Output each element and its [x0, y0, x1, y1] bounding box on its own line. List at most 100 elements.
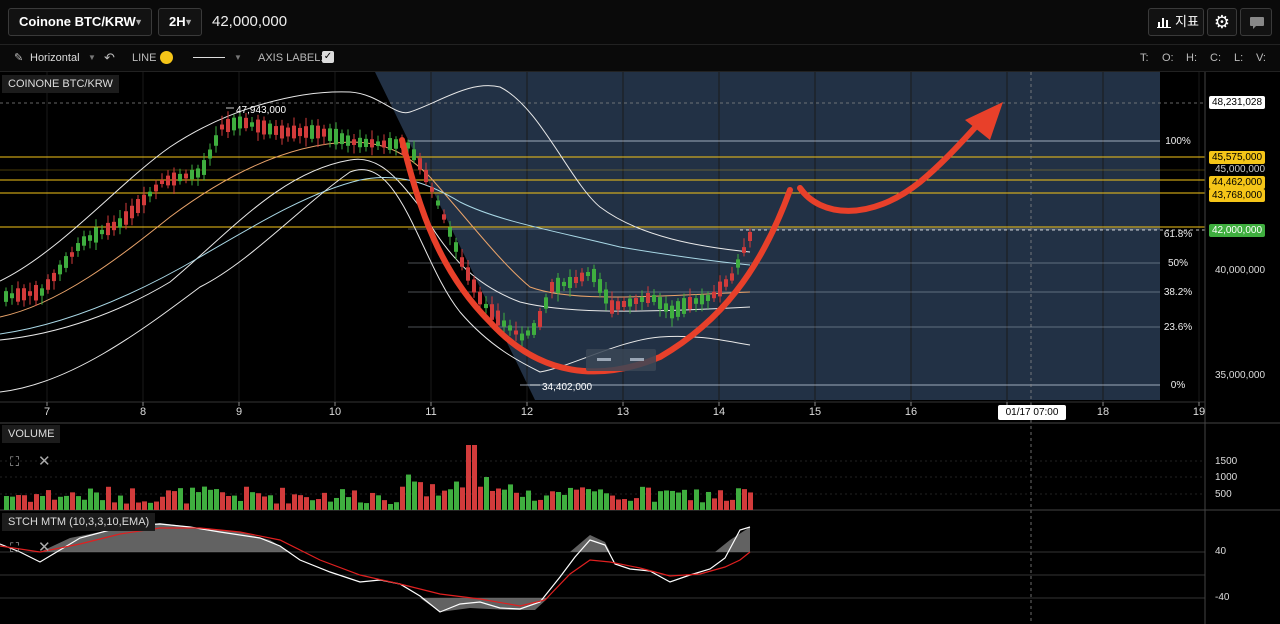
volume-bar	[406, 474, 411, 510]
candle	[442, 214, 446, 220]
volume-bar	[532, 500, 537, 510]
volume-bar	[670, 490, 675, 510]
candle	[664, 303, 668, 312]
expand-icon[interactable]: ⛶	[10, 454, 20, 469]
candle	[622, 301, 626, 307]
volume-bar	[148, 502, 153, 510]
volume-bar	[76, 496, 81, 510]
volume-bar	[352, 490, 357, 510]
draw-mode-select[interactable]: Horizontal	[30, 52, 80, 64]
volume-bar	[340, 489, 345, 510]
fib-label-100: 100%	[1165, 136, 1191, 147]
chart-canvas[interactable]: 47,943,000 34,402,000	[0, 72, 1280, 624]
volume-bar	[640, 486, 645, 510]
current-price-tag: 42,000,000	[1209, 224, 1265, 237]
date-label: 14	[712, 406, 726, 418]
volume-bar	[658, 491, 663, 510]
undo-icon[interactable]: ↶	[104, 50, 115, 65]
volume-bars	[4, 445, 753, 510]
volume-bar	[166, 490, 171, 510]
volume-bar	[208, 489, 213, 510]
zoom-in-icon[interactable]	[630, 358, 644, 361]
volume-bar	[394, 502, 399, 510]
stoch-panel-label: STCH MTM (10,3,3,10,EMA)	[2, 513, 156, 531]
annotation-arrow[interactable]	[399, 114, 988, 375]
candle	[280, 125, 284, 139]
close-icon[interactable]: ✕	[38, 539, 51, 556]
volume-bar	[46, 490, 51, 510]
volume-bar	[178, 488, 183, 510]
volume-bar	[280, 487, 285, 510]
volume-bar	[418, 482, 423, 510]
symbol-label: Coinone BTC/KRW	[19, 14, 136, 29]
axis-label-checkbox[interactable]: ✓	[322, 51, 334, 63]
interval-selector[interactable]: 2H ▼	[158, 8, 202, 36]
candle	[748, 231, 752, 242]
close-icon[interactable]: ✕	[38, 453, 51, 470]
volume-tick: 500	[1215, 489, 1232, 500]
candle	[34, 285, 38, 301]
volume-bar	[40, 495, 45, 510]
crosshair-date-tag: 01/17 07:00	[998, 405, 1066, 420]
volume-bar	[382, 500, 387, 510]
symbol-selector[interactable]: Coinone BTC/KRW ▼	[8, 8, 152, 36]
chart-zoom-control[interactable]	[586, 349, 656, 371]
candle	[190, 169, 194, 180]
volume-bar	[274, 503, 279, 510]
volume-bar	[610, 495, 615, 510]
price-tag: 45,575,000	[1209, 151, 1265, 164]
volume-bar	[70, 492, 75, 510]
chat-button[interactable]	[1240, 8, 1272, 36]
fib-label-23: 23.6%	[1163, 322, 1193, 333]
chevron-down-icon: ▼	[184, 17, 193, 27]
settings-button[interactable]: ⚙	[1207, 8, 1237, 36]
volume-bar	[568, 487, 573, 510]
volume-bar	[622, 499, 627, 510]
candle	[40, 288, 44, 296]
candle	[604, 289, 608, 304]
candle	[724, 279, 728, 287]
candle	[94, 227, 98, 243]
candle	[346, 135, 350, 146]
volume-bar	[580, 487, 585, 510]
candle	[526, 330, 530, 336]
volume-bar	[184, 503, 189, 510]
volume-bar	[28, 501, 33, 510]
volume-bar	[232, 495, 237, 510]
volume-bar	[346, 497, 351, 510]
candle	[472, 279, 476, 293]
date-label: 10	[328, 406, 342, 418]
expand-icon[interactable]: ⛶	[10, 540, 20, 555]
line-color-swatch[interactable]	[160, 51, 173, 64]
price-tick: 35,000,000	[1215, 370, 1266, 381]
high-annotation: 47,943,000	[236, 105, 286, 116]
candle	[544, 297, 548, 309]
volume-bar	[34, 494, 39, 510]
volume-bar	[502, 489, 507, 510]
candle	[310, 125, 314, 139]
candle	[22, 288, 26, 301]
horizontal-price-lines[interactable]	[0, 156, 1205, 231]
zoom-out-icon[interactable]	[597, 358, 611, 361]
candle	[616, 301, 620, 310]
volume-bar	[490, 490, 495, 510]
volume-bar	[214, 489, 219, 510]
volume-bar	[706, 491, 711, 510]
low-annotation: 34,402,000	[542, 382, 592, 393]
line-style-select[interactable]	[193, 57, 225, 58]
volume-bar	[550, 491, 555, 510]
candle	[700, 294, 704, 305]
indicator-button[interactable]: 지표	[1148, 8, 1204, 36]
volume-bar	[142, 501, 147, 510]
volume-bar	[730, 499, 735, 510]
candle	[322, 128, 326, 137]
volume-bar	[694, 489, 699, 510]
volume-bar	[466, 445, 471, 510]
candle	[220, 124, 224, 130]
volume-bar	[10, 496, 15, 510]
candle	[376, 141, 380, 147]
volume-bar	[634, 498, 639, 510]
candlestick-series[interactable]	[4, 111, 752, 348]
candle	[568, 277, 572, 288]
volume-bar	[94, 492, 99, 510]
